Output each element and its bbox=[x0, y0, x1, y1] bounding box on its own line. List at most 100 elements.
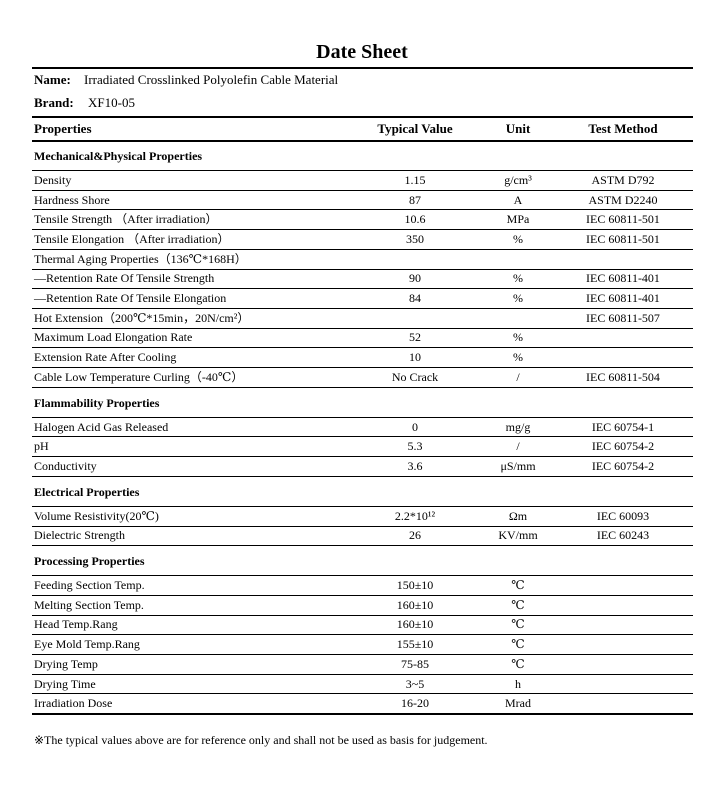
cell-property: Hardness Shore bbox=[34, 192, 110, 207]
cell-property: Tensile Elongation （After irradiation） bbox=[34, 231, 230, 246]
section-title: Processing Properties bbox=[34, 554, 145, 569]
rule bbox=[32, 209, 693, 211]
cell-property: Feeding Section Temp. bbox=[34, 578, 145, 593]
cell-value: 3.6 bbox=[407, 458, 423, 473]
cell-value: 52 bbox=[409, 330, 421, 345]
section-title: Flammability Properties bbox=[34, 395, 160, 410]
cell-value: 160±10 bbox=[396, 617, 434, 632]
rule bbox=[32, 654, 693, 655]
cell-property: Thermal Aging Properties（136℃*168H） bbox=[34, 251, 247, 266]
cell-method: ASTM D2240 bbox=[588, 192, 658, 207]
cell-method: IEC 60811-401 bbox=[586, 291, 660, 306]
cell-property: —Retention Rate Of Tensile Strength bbox=[34, 271, 215, 286]
rule bbox=[32, 693, 693, 695]
cell-unit: Mrad bbox=[505, 696, 531, 711]
rule bbox=[32, 116, 693, 118]
rule bbox=[32, 713, 693, 716]
cell-property: Drying Temp bbox=[34, 656, 98, 671]
cell-method: IEC 60243 bbox=[596, 528, 650, 543]
cell-value: 150±10 bbox=[396, 578, 434, 593]
cell-unit: ℃ bbox=[511, 597, 525, 612]
rule bbox=[32, 140, 693, 142]
rule bbox=[32, 67, 693, 69]
cell-property: —Retention Rate Of Tensile Elongation bbox=[34, 291, 227, 306]
cell-method: IEC 60754-2 bbox=[591, 458, 655, 473]
cell-unit: A bbox=[513, 192, 523, 207]
cell-unit: KV/mm bbox=[498, 528, 538, 543]
cell-property: Volume Resistivity(20℃) bbox=[34, 508, 159, 523]
rule bbox=[32, 229, 693, 231]
cell-unit: ℃ bbox=[511, 578, 525, 593]
cell-value: 2.2*10¹² bbox=[394, 508, 436, 523]
note: ※The typical values above are for refere… bbox=[34, 733, 488, 747]
section-title: Electrical Properties bbox=[34, 484, 140, 499]
rule bbox=[32, 525, 693, 527]
cell-unit: % bbox=[513, 291, 523, 306]
rule bbox=[32, 268, 693, 270]
header-unit: Unit bbox=[505, 121, 531, 136]
rule bbox=[32, 614, 693, 616]
rule bbox=[32, 475, 693, 477]
cell-property: Halogen Acid Gas Released bbox=[34, 419, 169, 434]
rule bbox=[32, 634, 693, 636]
cell-property: Maximum Load Elongation Rate bbox=[34, 330, 193, 345]
header-method: Test Method bbox=[588, 121, 658, 136]
rule bbox=[32, 386, 693, 388]
cell-value: 87 bbox=[409, 192, 421, 207]
cell-unit: % bbox=[513, 231, 523, 246]
cell-unit: Ωm bbox=[508, 508, 528, 523]
cell-value: 155±10 bbox=[396, 637, 434, 652]
cell-property: Density bbox=[34, 172, 72, 187]
cell-value: 5.3 bbox=[407, 439, 423, 454]
cell-value: No Crack bbox=[391, 369, 439, 384]
cell-method: IEC 60754-2 bbox=[591, 439, 655, 454]
cell-unit: ℃ bbox=[511, 637, 525, 652]
rule bbox=[32, 575, 693, 577]
name-value: Irradiated Crosslinked Polyolefin Cable … bbox=[84, 72, 339, 87]
cell-value: 16-20 bbox=[401, 696, 429, 711]
cell-property: Conductivity bbox=[34, 458, 97, 473]
header-value: Typical Value bbox=[377, 121, 453, 136]
rule bbox=[32, 347, 693, 349]
cell-property: Cable Low Temperature Curling（-40℃） bbox=[34, 369, 244, 384]
cell-value: 90 bbox=[409, 271, 421, 286]
cell-value: 3~5 bbox=[405, 676, 425, 691]
cell-unit: h bbox=[515, 676, 521, 691]
section-title: Mechanical&Physical Properties bbox=[34, 149, 203, 163]
rule bbox=[32, 673, 693, 675]
cell-method: IEC 60754-1 bbox=[591, 419, 655, 434]
cell-value: 75-85 bbox=[401, 656, 429, 671]
rule bbox=[32, 545, 693, 547]
cell-method: IEC 60811-401 bbox=[586, 271, 660, 286]
cell-method: IEC 60811-504 bbox=[586, 369, 660, 384]
rule bbox=[32, 288, 693, 290]
cell-unit: ℃ bbox=[511, 617, 525, 632]
cell-value: 10 bbox=[409, 350, 421, 365]
rule bbox=[32, 416, 693, 418]
cell-property: pH bbox=[34, 439, 49, 454]
cell-value: 350 bbox=[406, 231, 424, 246]
cell-method: IEC 60811-507 bbox=[586, 310, 660, 325]
rule bbox=[32, 248, 693, 250]
cell-property: Melting Section Temp. bbox=[34, 597, 144, 612]
cell-unit: ℃ bbox=[511, 656, 525, 671]
cell-unit: / bbox=[516, 439, 520, 454]
rule bbox=[32, 327, 693, 329]
cell-property: Extension Rate After Cooling bbox=[34, 350, 177, 365]
cell-method: IEC 60811-501 bbox=[586, 212, 660, 227]
cell-unit: % bbox=[513, 350, 523, 365]
cell-value: 1.15 bbox=[404, 172, 426, 187]
cell-unit: g/cm³ bbox=[504, 172, 532, 187]
rule bbox=[32, 594, 693, 596]
cell-unit: / bbox=[516, 369, 520, 384]
rule bbox=[32, 189, 693, 191]
rule bbox=[32, 436, 693, 438]
rule bbox=[32, 170, 693, 171]
cell-method: IEC 60811-501 bbox=[586, 231, 660, 246]
cell-property: Tensile Strength （After irradiation） bbox=[34, 212, 218, 227]
cell-property: Eye Mold Temp.Rang bbox=[34, 637, 140, 652]
cell-property: Irradiation Dose bbox=[34, 696, 113, 711]
cell-property: Drying Time bbox=[34, 676, 96, 691]
cell-property: Hot Extension（200℃*15min，20N/cm²） bbox=[34, 310, 250, 325]
